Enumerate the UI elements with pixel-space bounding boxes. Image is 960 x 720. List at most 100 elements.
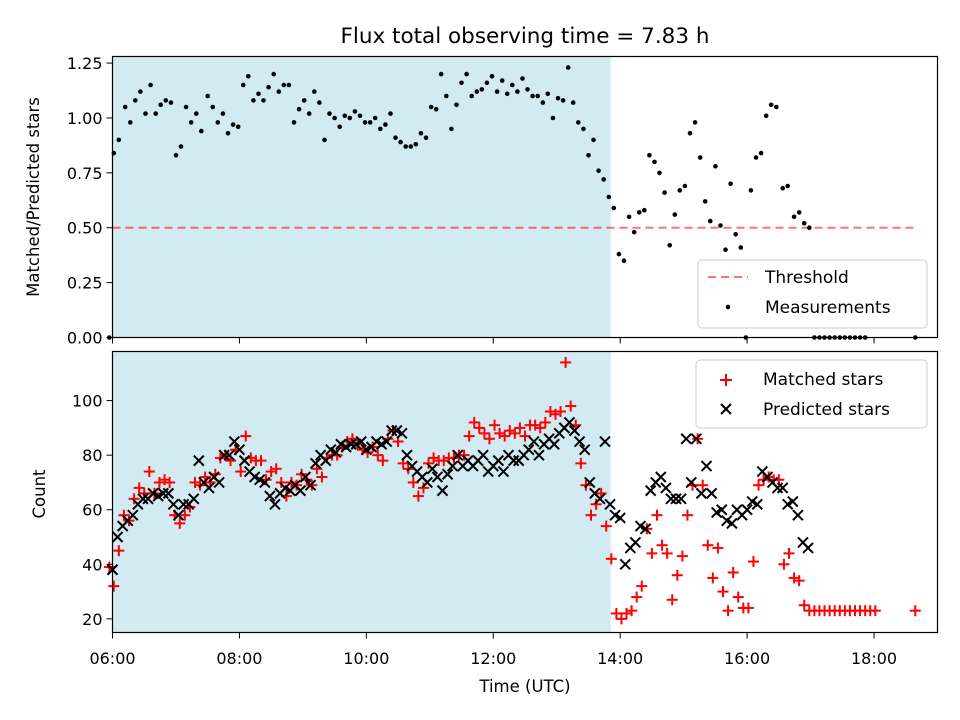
predicted-point (213, 476, 225, 489)
predicted-point (690, 433, 703, 445)
predicted-point (639, 523, 652, 535)
measurement-point (540, 100, 546, 105)
measurement-point (256, 91, 261, 97)
bottom-axis-ticks: 20 40 60 80 100 06:00 08:00 10:00 12:00 14:00 16:0… (72, 392, 897, 668)
measurement-point (611, 205, 617, 211)
predicted-point (193, 454, 205, 467)
measurement-point (327, 111, 332, 116)
top-axes-frame (111, 55, 939, 339)
predicted-point (700, 460, 713, 472)
predicted-point (776, 482, 789, 494)
measurement-point (494, 89, 500, 94)
matched-point (778, 558, 790, 570)
predicted-point (497, 465, 510, 478)
predicted-point (218, 449, 230, 461)
measurement-point (780, 185, 785, 191)
predicted-point (137, 493, 149, 505)
matched-point (555, 406, 567, 418)
matched-point (742, 602, 754, 614)
bottom-panel: 20 40 60 80 100 06:00 08:00 10:00 12:00 14:00 16:0… (30, 350, 939, 696)
measurement-point (281, 82, 287, 88)
measurement-point (489, 74, 495, 79)
measurement-point (479, 87, 485, 92)
bottom-x-tick-label: 16:00 (724, 649, 770, 668)
measurement-point (230, 122, 236, 127)
predicted-point (533, 449, 545, 461)
predicted-point (802, 542, 814, 554)
predicted-point (680, 433, 692, 445)
matched-point (712, 542, 724, 554)
measurement-point (342, 113, 348, 119)
matched-point (697, 479, 709, 491)
predicted-point (203, 482, 215, 494)
predicted-point (355, 435, 367, 448)
matched-point (108, 580, 120, 592)
measurement-point (581, 126, 586, 132)
measurement-point (199, 128, 204, 134)
predicted-point (426, 463, 439, 475)
measurement-point (143, 111, 148, 116)
measurement-point (388, 111, 393, 116)
measurement-point (178, 144, 184, 149)
measurement-point (667, 243, 672, 248)
predicted-point (238, 454, 251, 467)
matched-point (651, 509, 663, 521)
top-y-tick-label: 0.75 (67, 164, 103, 183)
predicted-point (162, 487, 175, 500)
measurement-point (433, 106, 439, 112)
matched-point (671, 569, 683, 581)
matched-point (118, 509, 130, 521)
measurement-point (687, 131, 693, 136)
measurement-point (530, 93, 535, 99)
predicted-point (685, 476, 697, 489)
matched-point (747, 556, 759, 568)
bottom-y-tick-label: 20 (82, 610, 102, 629)
bottom-x-tick-label: 18:00 (851, 649, 897, 668)
chart-title: Flux total observing time = 7.83 h (341, 24, 710, 49)
legend-matched-label: Matched stars (763, 370, 883, 390)
measurement-point (116, 137, 122, 143)
matched-point (235, 466, 247, 478)
top-plot-marks (107, 65, 918, 340)
legend-measurements-label: Measurements (765, 298, 891, 318)
matched-point (164, 476, 176, 488)
matched-point (128, 493, 140, 505)
predicted-point (441, 468, 454, 480)
measurement-point (728, 181, 733, 187)
predicted-point (492, 454, 505, 467)
measurement-point (591, 137, 596, 143)
matched-point (179, 509, 191, 521)
measurement-point (163, 98, 169, 103)
predicted-point (157, 487, 169, 500)
matched-point (788, 572, 800, 584)
measurement-point (586, 153, 591, 158)
measurement-point (801, 221, 807, 226)
predicted-point (172, 509, 185, 521)
predicted-point (726, 517, 738, 530)
predicted-point (619, 558, 631, 571)
legend-threshold-label: Threshold (764, 268, 849, 288)
shaded-span-bottom (112, 351, 611, 633)
predicted-point (233, 444, 246, 456)
measurement-point (322, 137, 327, 143)
predicted-point (345, 438, 357, 450)
predicted-point (330, 446, 342, 459)
measurement-point (642, 207, 647, 213)
measurement-point (708, 218, 713, 224)
measurement-point (246, 74, 251, 79)
measurement-point (372, 115, 378, 121)
measurement-point (652, 159, 657, 165)
shaded-span-top (112, 56, 611, 338)
measurement-point (362, 120, 368, 125)
measurement-point (240, 82, 246, 88)
predicted-point (436, 484, 449, 497)
matched-point (143, 466, 155, 478)
measurement-point (636, 210, 642, 215)
measurement-point (662, 190, 667, 195)
measurement-point (428, 104, 434, 110)
matched-point (676, 550, 688, 562)
predicted-point (111, 531, 124, 543)
measurement-point (763, 113, 769, 119)
measurement-point (301, 98, 307, 103)
